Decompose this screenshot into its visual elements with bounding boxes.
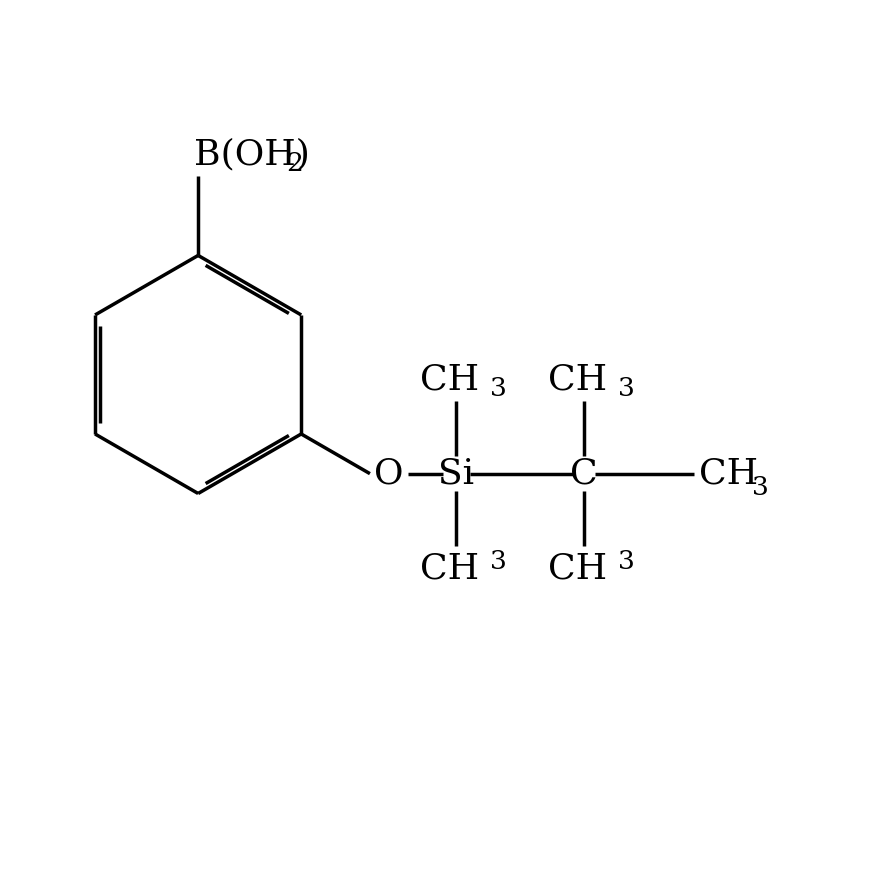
Text: O: O xyxy=(375,457,404,490)
Text: CH: CH xyxy=(420,551,479,586)
Text: 3: 3 xyxy=(618,548,635,573)
Text: 3: 3 xyxy=(490,548,506,573)
Text: CH: CH xyxy=(547,551,607,586)
Text: C: C xyxy=(570,457,598,490)
Text: 2: 2 xyxy=(287,151,303,176)
Text: B(OH): B(OH) xyxy=(194,138,310,172)
Text: 3: 3 xyxy=(618,376,635,401)
Text: CH: CH xyxy=(547,362,607,396)
Text: 3: 3 xyxy=(752,475,769,500)
Text: Si: Si xyxy=(438,457,474,490)
Text: CH: CH xyxy=(420,362,479,396)
Text: CH: CH xyxy=(699,457,758,490)
Text: 3: 3 xyxy=(490,376,506,401)
